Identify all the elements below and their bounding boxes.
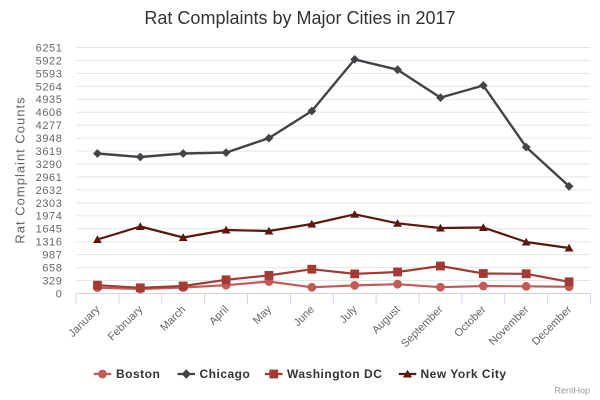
svg-text:1974: 1974: [36, 211, 63, 223]
svg-text:Washington DC: Washington DC: [287, 367, 382, 381]
svg-text:0: 0: [56, 288, 63, 300]
svg-text:5593: 5593: [36, 68, 63, 80]
svg-text:1645: 1645: [36, 224, 63, 236]
svg-text:4935: 4935: [36, 94, 63, 106]
svg-text:329: 329: [42, 275, 62, 287]
svg-text:New York City: New York City: [421, 367, 507, 381]
svg-text:2961: 2961: [36, 172, 63, 184]
svg-text:Rat Complaints by Major Cities: Rat Complaints by Major Cities in 2017: [144, 8, 455, 28]
svg-text:Rat Complaint Counts: Rat Complaint Counts: [13, 96, 28, 243]
svg-text:3290: 3290: [36, 159, 63, 171]
svg-text:987: 987: [42, 250, 62, 262]
svg-text:Chicago: Chicago: [200, 367, 251, 381]
svg-text:4277: 4277: [36, 120, 63, 132]
svg-text:RentHop: RentHop: [554, 386, 590, 396]
svg-text:1316: 1316: [36, 237, 63, 249]
svg-text:658: 658: [42, 263, 62, 275]
svg-text:3948: 3948: [36, 133, 63, 145]
svg-text:Boston: Boston: [116, 367, 160, 381]
svg-text:4606: 4606: [36, 107, 63, 119]
svg-text:6251: 6251: [36, 42, 63, 54]
svg-text:5264: 5264: [36, 81, 63, 93]
svg-text:2632: 2632: [36, 185, 63, 197]
svg-text:2303: 2303: [36, 198, 63, 210]
svg-text:5922: 5922: [36, 55, 63, 67]
svg-text:3619: 3619: [36, 146, 63, 158]
